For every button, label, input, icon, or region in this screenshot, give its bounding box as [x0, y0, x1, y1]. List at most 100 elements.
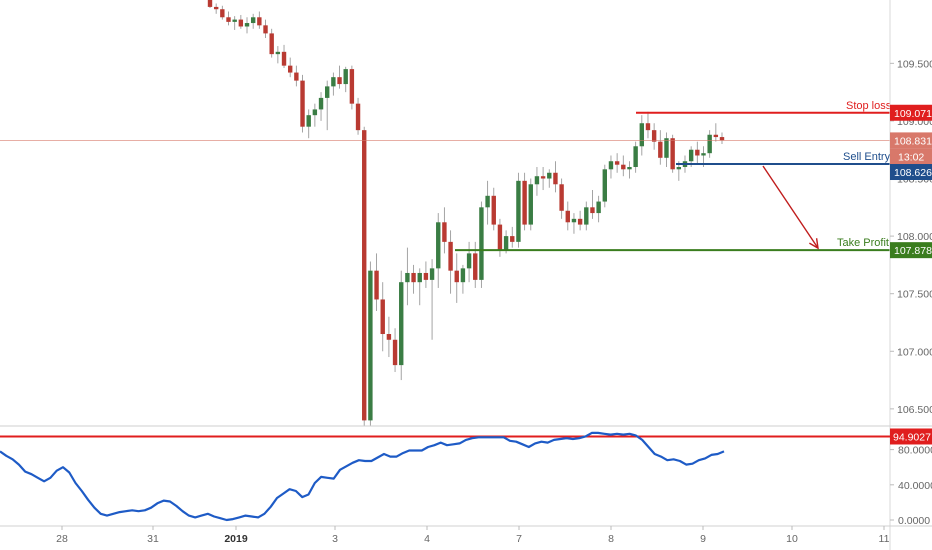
price-tick-label: 109.500 [897, 58, 932, 70]
candle-body [460, 268, 466, 283]
candle-body [442, 222, 447, 242]
candle-body [565, 210, 570, 223]
oscillator-tick-label: 40.0000 [898, 480, 932, 492]
candle-body [368, 270, 373, 421]
candle-body [719, 137, 725, 141]
sell-entry-price-label: 108.626 [894, 167, 932, 179]
candle-body [664, 138, 669, 158]
candle-body [244, 23, 250, 27]
candle-body [658, 141, 663, 158]
candle-body [553, 172, 558, 185]
candle-body [633, 146, 638, 168]
candle-body [405, 272, 410, 283]
stop-loss-price-label-background [890, 104, 932, 121]
candle-body [318, 97, 324, 110]
candle-body [627, 167, 632, 170]
countdown-label: 13:02 [898, 151, 924, 163]
candle-body [510, 236, 515, 242]
candle-body [312, 109, 318, 116]
time-tick-label: 9 [700, 533, 706, 545]
oscillator-tick-label: 0.0000 [898, 515, 930, 527]
candle-body [608, 161, 614, 170]
sell-entry-price-label-background [890, 164, 932, 181]
candle-body [528, 184, 533, 225]
candle-body [417, 272, 422, 283]
current-price-label: 108.831 [894, 135, 932, 147]
time-tick-label: 2019 [224, 533, 248, 545]
oscillator-level-label-background [890, 428, 932, 445]
time-axis: 28 31 2019 3 4 7 8 9 10 11 [0, 525, 932, 545]
candle-body [429, 268, 435, 280]
candle-body [503, 236, 509, 250]
candle-body [639, 123, 645, 147]
candle-body [497, 224, 503, 250]
candle-body [559, 184, 564, 211]
time-tick-label: 10 [786, 533, 798, 545]
take-profit-price-label-background [890, 242, 932, 259]
time-tick-label: 31 [147, 533, 159, 545]
candle-body [411, 272, 416, 283]
candle-body [713, 134, 719, 138]
take-profit-annotation: Take Profit [837, 237, 889, 249]
trade-levels: Stop loss Sell Entry Take Profit [0, 100, 892, 252]
candle-body [281, 51, 287, 66]
candle-body [399, 282, 404, 366]
candle-body [707, 134, 712, 154]
candle-body [362, 130, 367, 421]
candle-body [436, 222, 441, 269]
time-tick-label: 11 [879, 533, 890, 545]
current-price-label-background [890, 132, 932, 149]
candle-body [349, 69, 355, 104]
candle-body [540, 176, 546, 179]
candle-body [614, 161, 620, 165]
time-tick-label: 28 [56, 533, 68, 545]
candle-body [645, 123, 651, 131]
candle-body [269, 33, 274, 55]
candle-body [287, 65, 293, 73]
price-tick-label: 107.000 [897, 346, 932, 358]
candle-body [522, 180, 527, 225]
stop-loss-price-label: 109.071 [894, 108, 932, 120]
candle-body [423, 272, 429, 280]
time-tick-label: 7 [516, 533, 522, 545]
candle-body [275, 51, 281, 55]
target-arrow-head [809, 238, 819, 250]
main-price-axis: 109.500109.000108.500108.000107.500107.0… [889, 0, 932, 550]
candle-body [479, 207, 484, 280]
candle-body [473, 253, 478, 280]
candle-body [590, 207, 595, 214]
candle-body [263, 25, 268, 34]
candle-body [374, 270, 379, 300]
target-arrow-shaft [762, 165, 819, 249]
sell-entry-annotation: Sell Entry [843, 151, 891, 163]
candle-body [306, 115, 311, 127]
candle-body [670, 138, 675, 170]
candle-body [688, 149, 694, 162]
candle-body [250, 17, 256, 24]
candle-body [651, 130, 657, 142]
oscillator-tick-label: 80.0000 [898, 445, 932, 457]
take-profit-price-label: 107.878 [894, 245, 932, 257]
candle-body [491, 195, 496, 225]
candle-body [337, 77, 342, 85]
candle-body [220, 9, 225, 18]
time-tick-label: 4 [424, 533, 430, 545]
candle-body [516, 180, 521, 242]
candle-body [547, 172, 552, 179]
candle-body [325, 86, 330, 98]
candle-body [466, 253, 472, 269]
candle-body [485, 195, 490, 208]
candle-body [534, 176, 540, 185]
candle-body [294, 72, 299, 81]
candle-body [238, 19, 244, 27]
price-axis-background [890, 0, 932, 550]
candle-body [584, 207, 589, 225]
candlestick-series [207, 0, 725, 427]
candle-body [596, 201, 601, 214]
candle-body [701, 153, 706, 156]
candle-body [257, 17, 262, 26]
candle-body [207, 0, 213, 7]
candle-body [386, 334, 392, 340]
candle-body [343, 69, 348, 85]
